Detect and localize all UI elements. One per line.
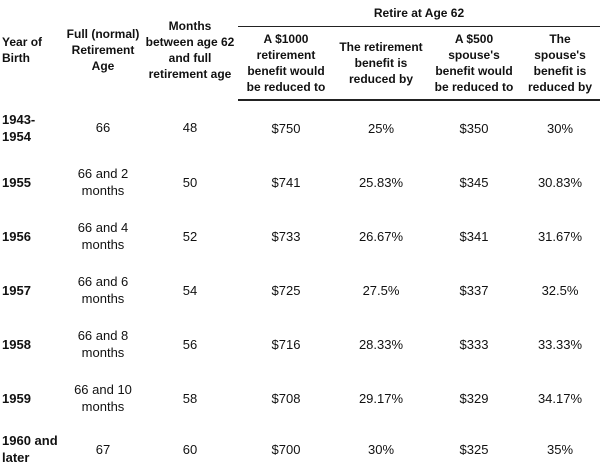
cell-spouse-reduced-by: 34.17%: [537, 390, 583, 406]
cell-full-retirement-age: 66 and 8 months: [77, 328, 129, 360]
cell-retirement-reduced-to: $750: [271, 120, 301, 136]
cell-spouse-reduced-by: 31.67%: [537, 228, 583, 244]
cell-year: 1943-1954: [2, 111, 36, 144]
table-header: Year of Birth Full (normal) Retirement A…: [0, 0, 600, 101]
group-header-row: Year of Birth Full (normal) Retirement A…: [0, 0, 600, 81]
table-row: 1955 66 and 2 months 50 $741 25.83% $345…: [0, 155, 600, 209]
header-months-between: Months between age 62 and full retiremen…: [145, 19, 235, 81]
cell-full-retirement-age: 66 and 10 months: [74, 382, 132, 414]
table-row: 1957 66 and 6 months 54 $725 27.5% $337 …: [0, 263, 600, 317]
cell-spouse-reduced-by: 33.33%: [537, 336, 583, 352]
cell-retirement-reduced-by: 29.17%: [358, 390, 404, 406]
cell-full-retirement-age: 66 and 6 months: [77, 274, 129, 306]
cell-months: 52: [182, 228, 198, 244]
cell-retirement-reduced-to: $733: [271, 228, 301, 244]
table-row: 1959 66 and 10 months 58 $708 29.17% $32…: [0, 371, 600, 425]
cell-spouse-reduced-to: $329: [459, 390, 489, 406]
cell-spouse-reduced-to: $341: [459, 228, 489, 244]
cell-spouse-reduced-to: $350: [459, 120, 489, 136]
header-spouse-reduced-by: The spouse's benefit is reduced by: [520, 26, 600, 101]
table-body: 1943-1954 66 48 $750 25% $350 30% 1955 6…: [0, 100, 600, 473]
cell-months: 58: [182, 390, 198, 406]
header-full-retirement-age: Full (normal) Retirement Age: [66, 27, 140, 73]
cell-retirement-reduced-by: 25%: [367, 120, 395, 136]
cell-retirement-reduced-by: 25.83%: [358, 174, 404, 190]
cell-retirement-reduced-to: $725: [271, 282, 301, 298]
cell-retirement-reduced-to: $700: [271, 441, 301, 457]
cell-full-retirement-age: 66 and 4 months: [77, 220, 129, 252]
cell-months: 48: [182, 120, 198, 135]
cell-spouse-reduced-to: $345: [459, 174, 489, 190]
cell-spouse-reduced-to: $325: [459, 441, 489, 457]
cell-months: 56: [182, 336, 198, 352]
cell-retirement-reduced-to: $741: [271, 174, 301, 190]
cell-spouse-reduced-by: 30.83%: [537, 174, 583, 190]
cell-months: 50: [182, 174, 198, 190]
table-row: 1956 66 and 4 months 52 $733 26.67% $341…: [0, 209, 600, 263]
cell-year: 1958: [2, 336, 31, 352]
header-retirement-reduced-by: The retirement benefit is reduced by: [334, 26, 428, 101]
sub-header-row: A $1000 retirement benefit would be redu…: [0, 26, 600, 101]
cell-year: 1956: [2, 228, 31, 244]
cell-full-retirement-age: 66: [95, 120, 111, 135]
cell-retirement-reduced-by: 26.67%: [358, 228, 404, 244]
cell-retirement-reduced-to: $716: [271, 336, 301, 352]
cell-full-retirement-age: 66 and 2 months: [77, 166, 129, 198]
header-retire-at-62-group: Retire at Age 62: [238, 0, 600, 27]
cell-year: 1960 and later: [2, 433, 58, 465]
cell-spouse-reduced-by: 30%: [546, 120, 574, 136]
cell-months: 60: [182, 441, 198, 457]
cell-year: 1957: [2, 282, 31, 298]
cell-retirement-reduced-by: 27.5%: [362, 282, 400, 298]
header-spouse-reduced-to: A $500 spouse's benefit would be reduced…: [428, 26, 520, 101]
header-retirement-reduced-to: A $1000 retirement benefit would be redu…: [238, 26, 334, 101]
table-row: 1960 and later 67 60 $700 30% $325 35%: [0, 425, 600, 473]
cell-retirement-reduced-by: 28.33%: [358, 336, 404, 352]
cell-spouse-reduced-by: 32.5%: [541, 282, 579, 298]
cell-spouse-reduced-by: 35%: [546, 441, 574, 457]
table-row: 1943-1954 66 48 $750 25% $350 30%: [0, 100, 600, 155]
cell-retirement-reduced-by: 30%: [367, 441, 395, 457]
cell-full-retirement-age: 67: [95, 441, 111, 457]
cell-spouse-reduced-to: $337: [459, 282, 489, 298]
cell-spouse-reduced-to: $333: [459, 336, 489, 352]
cell-retirement-reduced-to: $708: [271, 390, 301, 406]
header-year-of-birth: Year of Birth: [2, 35, 43, 65]
cell-year: 1959: [2, 390, 31, 406]
table-row: 1958 66 and 8 months 56 $716 28.33% $333…: [0, 317, 600, 371]
cell-year: 1955: [2, 174, 31, 190]
cell-months: 54: [182, 282, 198, 298]
